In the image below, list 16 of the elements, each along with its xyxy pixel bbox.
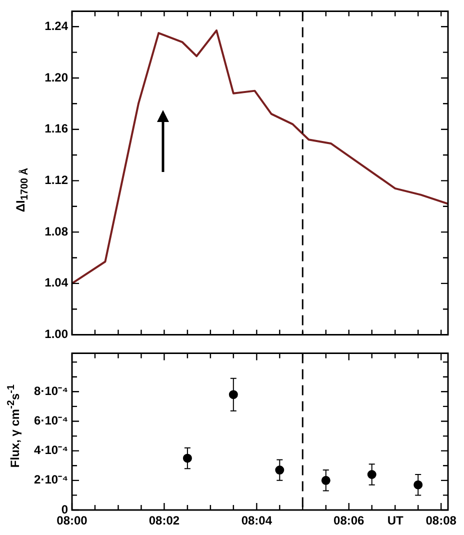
x-tick-label: 08:04 [241,513,272,528]
y-tick-label: 1.12 [44,173,68,188]
y-tick-label: 4·10⁻⁴ [34,443,68,458]
x-tick-label: 08:08 [426,513,457,528]
y-tick-label: 1.08 [44,224,68,238]
y-tick-label: 6·10⁻⁴ [34,414,68,428]
x-tick-label: 08:02 [148,513,180,528]
y-tick-label: 1.04 [44,276,68,290]
x-tick-label: 08:06 [334,513,365,528]
y-tick-label: 1.16 [44,122,68,136]
y-tick-label: 8·10⁻⁴ [34,384,68,398]
y-tick-label: 1.00 [44,327,68,342]
y-tick-label: 2·10⁻⁴ [34,472,68,487]
y-tick-label: 1.20 [44,70,68,84]
x-axis-title: UT [387,513,404,528]
y-tick-label: 1.24 [44,18,68,33]
